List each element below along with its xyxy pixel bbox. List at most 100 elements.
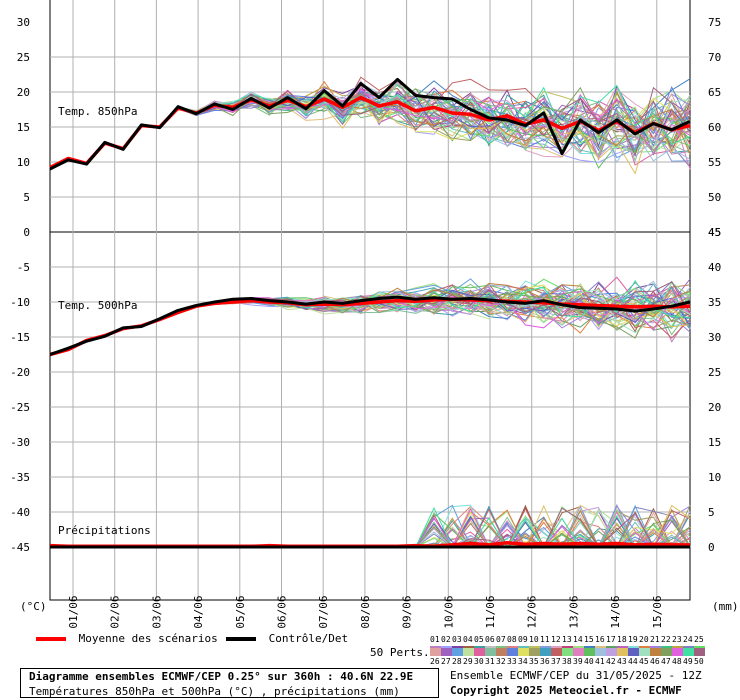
panel-title-850: Temp. 850hPa [58,105,137,118]
ytick-500: -5 [17,261,30,274]
ytick-500: -20 [10,366,30,379]
pert-number: 31 [485,657,495,666]
pert-number: 20 [639,635,649,644]
pert-color-cell [573,648,584,656]
ytick-right-850: 45 [708,226,721,239]
ytick-right-500: 30 [708,331,721,344]
footer-subtitle: Températures 850hPa et 500hPa (°C) , pré… [29,685,400,698]
pert-number: 08 [507,635,517,644]
pert-color-cell [529,648,540,656]
xtick-label: 08/06 [359,595,372,628]
pert-number: 05 [474,635,484,644]
pert-color-cell [595,648,606,656]
pert-number: 03 [452,635,462,644]
pert-color-cell [672,648,683,656]
pert-color-cell [540,648,551,656]
pert-number: 11 [540,635,550,644]
ytick-850: 0 [23,226,30,239]
ytick-right-850: 60 [708,121,721,134]
pert-number: 29 [463,657,473,666]
pert-number: 24 [683,635,693,644]
ytick-right-500: 5 [708,506,715,519]
pert-color-cell [551,648,562,656]
panel-title-precip: Précipitations [58,524,151,537]
ytick-right-500: 0 [708,541,715,554]
ytick-right-500: 40 [708,261,721,274]
pert-number: 10 [529,635,539,644]
ytick-right-850: 75 [708,16,721,29]
xtick-label: 14/06 [609,595,622,628]
xtick-label: 10/06 [442,595,455,628]
ytick-850: 30 [17,16,30,29]
pert-color-cell [474,648,485,656]
pert-color-cell [661,648,672,656]
ytick-500: -35 [10,471,30,484]
pert-number: 40 [584,657,594,666]
ytick-right-500: 25 [708,366,721,379]
pert-number: 28 [452,657,462,666]
pert-number: 14 [573,635,583,644]
pert-number: 38 [562,657,572,666]
main-series [49,77,691,549]
ytick-500: -10 [10,296,30,309]
xtick-label: 04/06 [192,595,205,628]
ytick-500: -45 [10,541,30,554]
pert-color-cell [441,648,452,656]
x-unit-right: (mm) [712,600,739,613]
pert-number: 45 [639,657,649,666]
pert-number: 41 [595,657,605,666]
pert-number: 02 [441,635,451,644]
xtick-label: 11/06 [484,595,497,628]
ytick-right-850: 65 [708,86,721,99]
ytick-right-500: 15 [708,436,721,449]
pert-number: 37 [551,657,561,666]
pert-number: 32 [496,657,506,666]
legend-control-label: Contrôle/Det [268,632,349,645]
pert-color-cell [639,648,650,656]
pert-number: 25 [694,635,704,644]
pert-number: 39 [573,657,583,666]
ytick-right-850: 70 [708,51,721,64]
xtick-label: 06/06 [276,595,289,628]
ytick-right-500: 10 [708,471,721,484]
xtick-label: 01/06 [67,595,80,628]
legend-control: Contrôle/Det [226,632,348,645]
pert-color-cell [507,648,518,656]
pert-number: 36 [540,657,550,666]
pert-number: 06 [485,635,495,644]
control-series-line [49,77,691,171]
pert-number: 01 [430,635,440,644]
pert-number: 33 [507,657,517,666]
ytick-850: 25 [17,51,30,64]
pert-color-cell [628,648,639,656]
pert-number: 27 [441,657,451,666]
pert-color-cell [650,648,661,656]
ytick-850: 5 [23,191,30,204]
pert-color-cell [452,648,463,656]
ytick-right-500: 35 [708,296,721,309]
control-series-line [49,295,691,356]
xtick-label: 13/06 [567,595,580,628]
pert-color-cell [518,648,529,656]
pert-number: 34 [518,657,528,666]
ytick-850: 10 [17,156,30,169]
legend-mean: Moyenne des scénarios [36,632,218,645]
xtick-label: 03/06 [150,595,163,628]
pert-number: 46 [650,657,660,666]
pert-number: 48 [672,657,682,666]
pert-number: 35 [529,657,539,666]
pert-number: 15 [584,635,594,644]
footer-copyright: Copyright 2025 Meteociel.fr - ECMWF [450,684,682,697]
ytick-850: 15 [17,121,30,134]
pert-color-cell [584,648,595,656]
ytick-500: -25 [10,401,30,414]
footer-title-box: Diagramme ensembles ECMWF/CEP 0.25° sur … [20,668,439,698]
pert-number: 30 [474,657,484,666]
pert-number: 21 [650,635,660,644]
pert-number: 44 [628,657,638,666]
pert-number: 42 [606,657,616,666]
pert-number: 26 [430,657,440,666]
pert-number: 16 [595,635,605,644]
